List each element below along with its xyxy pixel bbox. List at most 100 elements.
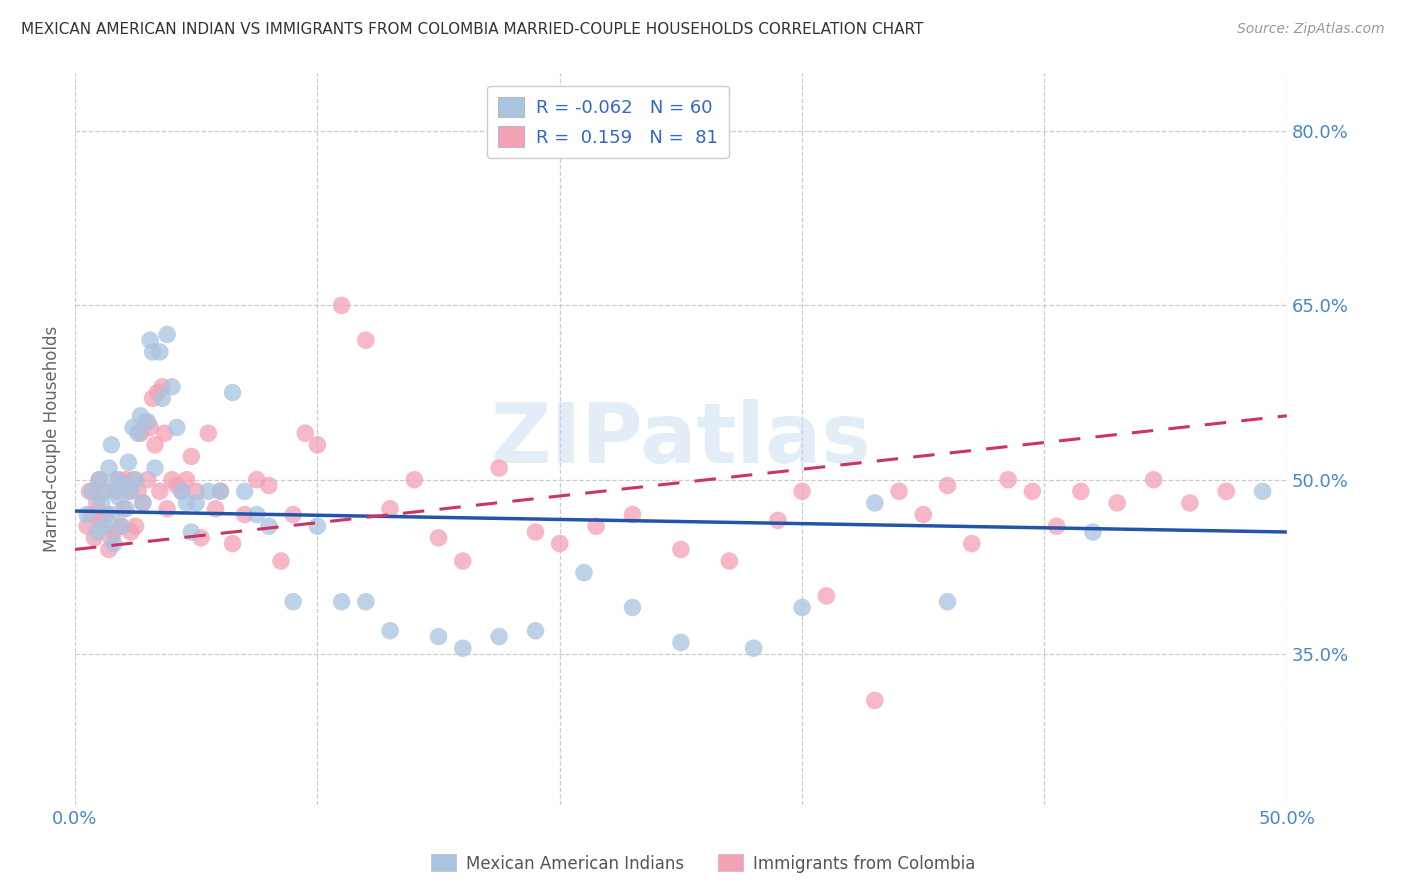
Point [93,519,115,533]
Point [1178,496,1201,510]
Point [146,385,169,400]
Point [93,484,115,499]
Point [127,426,149,441]
Point [117,484,139,499]
Text: ZIPatlas: ZIPatlas [491,399,872,480]
Point [107,473,129,487]
Point [912,508,935,522]
Point [936,478,959,492]
Y-axis label: Married-couple Households: Married-couple Households [44,326,60,552]
Point [150,392,173,406]
Point [122,473,145,487]
Point [143,438,166,452]
Point [488,630,510,644]
Point [149,484,172,499]
Point [186,496,208,510]
Point [180,524,202,539]
Point [97,542,120,557]
Point [83,531,105,545]
Point [115,501,138,516]
Point [166,420,188,434]
Point [378,501,401,516]
Point [150,380,173,394]
Point [134,415,156,429]
Point [197,426,219,441]
Point [176,473,198,487]
Point [960,536,983,550]
Point [112,501,135,516]
Point [160,380,183,394]
Point [136,415,159,429]
Point [1081,524,1104,539]
Point [153,426,176,441]
Point [107,490,129,504]
Point [524,624,547,638]
Point [86,496,108,510]
Point [307,438,329,452]
Point [176,496,198,510]
Point [669,542,692,557]
Point [863,693,886,707]
Point [246,473,269,487]
Point [307,519,329,533]
Point [766,513,789,527]
Point [621,600,644,615]
Point [105,484,128,499]
Point [129,426,152,441]
Point [97,461,120,475]
Point [142,392,165,406]
Point [488,461,510,475]
Point [585,519,607,533]
Point [149,344,172,359]
Point [170,484,193,499]
Point [204,501,226,516]
Point [120,524,142,539]
Point [89,473,111,487]
Point [270,554,292,568]
Point [90,513,112,527]
Point [166,478,188,492]
Point [621,508,644,522]
Point [124,473,146,487]
Point [790,484,813,499]
Point [887,484,910,499]
Point [197,484,219,499]
Point [281,508,304,522]
Point [354,595,377,609]
Point [80,484,103,499]
Point [233,508,256,522]
Point [117,455,139,469]
Point [330,298,353,312]
Point [76,508,98,522]
Point [160,473,183,487]
Point [112,478,135,492]
Point [190,531,212,545]
Point [221,536,243,550]
Point [143,461,166,475]
Point [100,438,122,452]
Legend: Mexican American Indians, Immigrants from Colombia: Mexican American Indians, Immigrants fro… [425,847,981,880]
Point [142,344,165,359]
Point [997,473,1019,487]
Point [1070,484,1092,499]
Point [572,566,595,580]
Point [233,484,256,499]
Point [124,519,146,533]
Legend: R = -0.062   N = 60, R =  0.159   N =  81: R = -0.062 N = 60, R = 0.159 N = 81 [488,86,728,158]
Point [427,630,450,644]
Point [294,426,316,441]
Point [79,484,101,499]
Point [156,327,179,342]
Point [129,409,152,423]
Point [115,473,138,487]
Point [378,624,401,638]
Point [132,496,155,510]
Point [790,600,813,615]
Point [1107,496,1129,510]
Point [257,519,280,533]
Point [103,536,125,550]
Point [86,524,108,539]
Point [127,484,149,499]
Point [281,595,304,609]
Point [110,519,132,533]
